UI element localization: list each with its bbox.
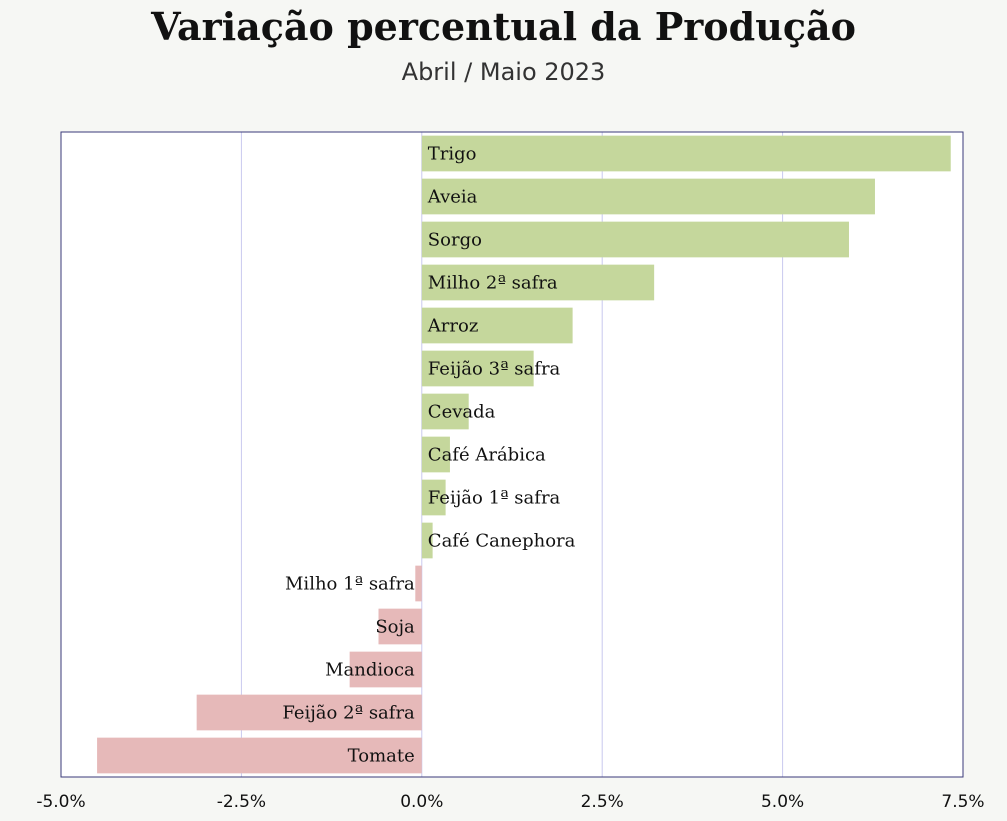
bar-label: Tomate (348, 746, 415, 767)
bar (421, 221, 849, 258)
bar (415, 565, 422, 602)
bar (421, 350, 534, 387)
bar-label: Feijão 3ª safra (428, 359, 561, 380)
x-tick-label: 7.5% (941, 792, 984, 812)
bar (349, 651, 422, 688)
bar (421, 479, 446, 516)
bar-label: Arroz (427, 316, 479, 337)
bar-label: Feijão 1ª safra (428, 488, 561, 509)
bar (421, 264, 655, 301)
chart-title: Variação percentual da Produção (151, 4, 856, 49)
bar (97, 737, 422, 774)
bar-labels-group: Trigo Aveia Sorgo Milho 2ª safra Arroz Feijão… (282, 144, 575, 767)
bar-label: Feijão 2ª safra (282, 703, 415, 724)
x-tick-label: -2.5% (217, 792, 266, 812)
bar (421, 436, 450, 473)
chart-subtitle: Abril / Maio 2023 (401, 58, 606, 86)
bar (421, 522, 433, 559)
bar (421, 307, 573, 344)
bar (378, 608, 422, 645)
x-tick-label: 2.5% (581, 792, 624, 812)
bar (421, 178, 875, 215)
x-axis-ticks: -5.0% -2.5% 0.0% 2.5% 5.0% 7.5% (36, 792, 984, 812)
plot-frame (60, 131, 964, 778)
bars-group (97, 135, 951, 774)
x-tick-label: 0.0% (400, 792, 443, 812)
bar-label: Soja (375, 617, 415, 638)
bar-label: Mandioca (325, 660, 415, 681)
bar-label: Sorgo (428, 230, 482, 251)
bar-label: Milho 2ª safra (428, 273, 558, 294)
bar-label: Cevada (428, 402, 496, 423)
x-tick-label: -5.0% (36, 792, 85, 812)
bar-label: Trigo (428, 144, 477, 165)
x-tick-label: 5.0% (761, 792, 804, 812)
bar (421, 393, 469, 430)
bar (421, 135, 951, 172)
bar-label: Café Canephora (428, 531, 576, 552)
bar-label: Milho 1ª safra (285, 574, 415, 595)
bar (196, 694, 422, 731)
bar-label: Café Arábica (428, 445, 546, 466)
bar-label: Aveia (427, 187, 478, 208)
